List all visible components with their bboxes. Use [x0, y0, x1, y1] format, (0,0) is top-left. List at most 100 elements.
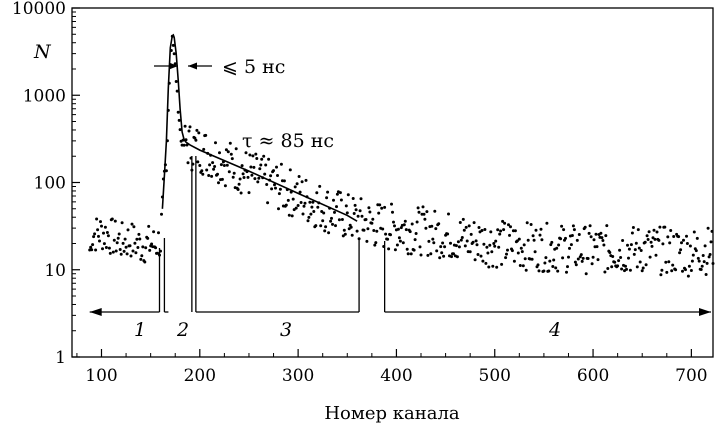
data-point — [108, 251, 112, 255]
data-point — [326, 190, 330, 194]
data-point — [204, 133, 208, 137]
data-point — [523, 257, 527, 261]
data-point — [274, 186, 277, 190]
data-point — [150, 242, 154, 246]
data-point — [689, 269, 693, 272]
data-point — [340, 218, 344, 221]
data-point — [543, 261, 547, 265]
data-point — [133, 241, 137, 245]
data-point — [397, 236, 401, 240]
data-point — [182, 143, 186, 147]
data-point — [386, 237, 390, 241]
data-point — [685, 242, 689, 245]
data-point — [606, 267, 610, 270]
data-point — [640, 269, 644, 273]
data-point — [102, 231, 105, 235]
data-point — [365, 239, 369, 243]
data-point — [229, 152, 233, 156]
data-point — [452, 252, 455, 256]
data-point — [477, 226, 481, 229]
data-point — [655, 230, 659, 234]
data-point — [197, 131, 201, 135]
data-point — [315, 191, 319, 195]
data-point — [219, 163, 223, 167]
data-point — [659, 273, 663, 277]
data-point — [396, 227, 400, 231]
data-point — [463, 244, 467, 248]
data-point — [567, 255, 570, 259]
data-point — [337, 218, 341, 222]
data-point — [291, 197, 295, 201]
data-point — [327, 231, 331, 235]
data-point — [695, 236, 699, 240]
data-point — [667, 260, 671, 264]
data-point — [324, 225, 328, 229]
data-point — [259, 163, 263, 167]
data-point — [310, 205, 314, 209]
data-point — [628, 268, 632, 272]
data-point — [334, 224, 337, 228]
data-point — [304, 178, 308, 182]
data-point — [565, 270, 568, 274]
data-point — [321, 219, 325, 223]
data-point — [488, 243, 492, 247]
data-point — [343, 232, 347, 236]
data-point — [260, 157, 264, 161]
data-point — [555, 246, 559, 250]
data-point — [704, 273, 708, 276]
data-point — [222, 164, 226, 167]
data-point — [539, 227, 543, 231]
data-point — [244, 151, 248, 155]
data-point — [401, 241, 405, 245]
data-point — [646, 238, 650, 241]
data-point — [354, 208, 358, 212]
data-point — [626, 243, 629, 247]
data-point — [618, 248, 622, 252]
data-point — [636, 228, 640, 232]
data-point — [690, 259, 694, 263]
data-point — [561, 256, 565, 260]
data-point — [419, 253, 423, 257]
data-point — [645, 234, 649, 238]
data-point — [273, 183, 276, 187]
data-point — [102, 242, 106, 246]
data-point — [524, 268, 528, 272]
x-axis-ticks: 100 200 300 400 500 600 700 — [76, 349, 708, 386]
data-point — [644, 263, 648, 267]
data-point — [299, 201, 303, 204]
data-point — [270, 187, 274, 191]
data-point — [684, 268, 687, 272]
data-point — [687, 264, 691, 268]
data-point — [520, 250, 524, 254]
data-point — [475, 243, 479, 247]
data-point — [552, 258, 556, 262]
data-point — [408, 230, 412, 234]
data-point — [247, 191, 251, 195]
data-point — [341, 234, 345, 238]
data-point — [373, 243, 377, 247]
data-point — [112, 238, 116, 242]
data-point — [356, 214, 360, 218]
data-point — [352, 212, 356, 215]
data-point — [301, 212, 305, 216]
data-point — [110, 217, 114, 221]
data-point — [139, 257, 143, 261]
data-point — [378, 203, 382, 207]
data-point — [630, 231, 634, 235]
data-point — [277, 207, 280, 211]
data-point — [486, 251, 490, 255]
data-point — [519, 246, 523, 250]
data-point — [296, 204, 300, 207]
data-point — [230, 157, 234, 161]
data-point — [707, 255, 711, 259]
data-point — [668, 241, 672, 245]
data-point — [678, 251, 682, 255]
data-point — [637, 246, 641, 250]
data-point — [295, 182, 299, 186]
data-point — [263, 172, 267, 176]
data-point — [510, 249, 514, 253]
data-point — [412, 248, 416, 252]
data-point — [272, 169, 275, 173]
data-point — [89, 245, 93, 249]
data-point — [97, 234, 100, 238]
